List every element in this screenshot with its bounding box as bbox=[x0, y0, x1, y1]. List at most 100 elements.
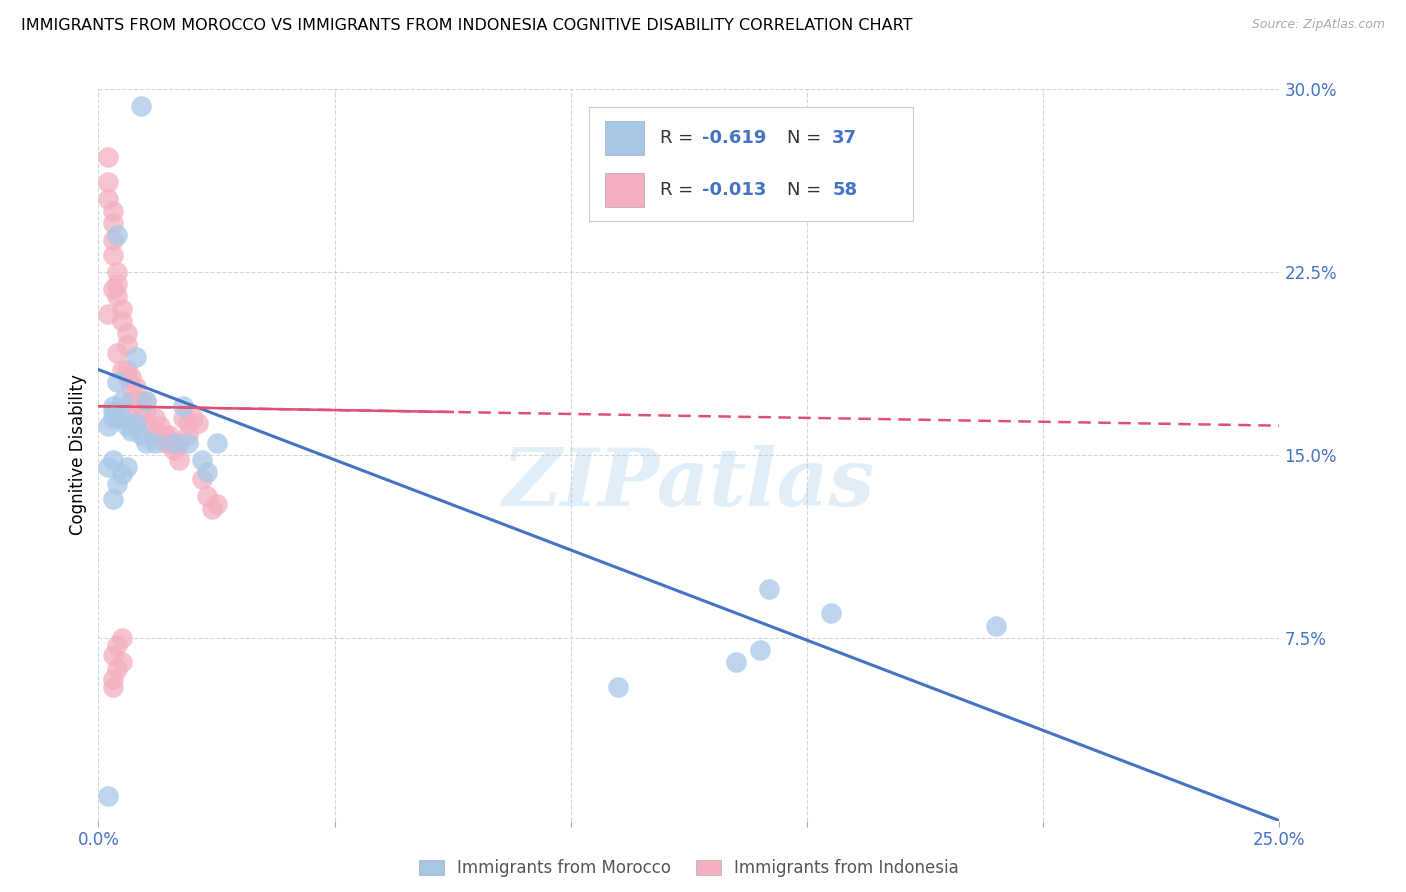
Point bbox=[111, 411, 134, 425]
Point bbox=[105, 265, 128, 279]
Point bbox=[748, 643, 770, 657]
Point bbox=[97, 175, 120, 189]
Point bbox=[163, 435, 186, 450]
Point bbox=[97, 151, 120, 165]
Point bbox=[101, 282, 124, 296]
Point bbox=[201, 501, 224, 516]
Point bbox=[607, 680, 630, 694]
Point bbox=[121, 411, 143, 425]
Point bbox=[163, 435, 186, 450]
Text: Source: ZipAtlas.com: Source: ZipAtlas.com bbox=[1251, 18, 1385, 31]
Point bbox=[105, 345, 128, 359]
Point bbox=[121, 424, 143, 438]
Point bbox=[181, 411, 204, 425]
Point bbox=[97, 418, 120, 433]
Point bbox=[121, 370, 143, 384]
Point bbox=[125, 394, 148, 409]
Point bbox=[105, 228, 128, 243]
Point bbox=[125, 416, 148, 430]
Point bbox=[111, 301, 134, 316]
Text: IMMIGRANTS FROM MOROCCO VS IMMIGRANTS FROM INDONESIA COGNITIVE DISABILITY CORREL: IMMIGRANTS FROM MOROCCO VS IMMIGRANTS FR… bbox=[21, 18, 912, 33]
Point bbox=[205, 497, 228, 511]
Point bbox=[187, 416, 209, 430]
Point bbox=[135, 435, 157, 450]
Point bbox=[121, 394, 143, 409]
Point bbox=[97, 789, 120, 804]
Point bbox=[97, 460, 120, 475]
Point bbox=[205, 435, 228, 450]
Point bbox=[167, 435, 190, 450]
Point bbox=[105, 663, 128, 677]
Point bbox=[111, 314, 134, 328]
Point bbox=[101, 452, 124, 467]
Point bbox=[163, 443, 186, 458]
Point bbox=[167, 452, 190, 467]
Point bbox=[172, 399, 194, 413]
Point bbox=[139, 418, 162, 433]
Point bbox=[101, 204, 124, 219]
Point bbox=[177, 428, 200, 442]
Point bbox=[195, 489, 218, 503]
Point bbox=[105, 289, 128, 303]
Point bbox=[129, 411, 152, 425]
Point bbox=[115, 338, 138, 352]
Point bbox=[143, 411, 166, 425]
Point bbox=[143, 435, 166, 450]
Point bbox=[172, 411, 194, 425]
Point bbox=[820, 607, 842, 621]
Point bbox=[111, 394, 134, 409]
Point bbox=[129, 99, 152, 113]
Point bbox=[101, 648, 124, 662]
Point bbox=[101, 399, 124, 413]
Point bbox=[191, 472, 214, 486]
Point bbox=[177, 435, 200, 450]
Point bbox=[115, 370, 138, 384]
Legend: Immigrants from Morocco, Immigrants from Indonesia: Immigrants from Morocco, Immigrants from… bbox=[411, 851, 967, 886]
Point bbox=[115, 460, 138, 475]
Point bbox=[153, 428, 176, 442]
Point bbox=[97, 306, 120, 320]
Point bbox=[101, 491, 124, 506]
Y-axis label: Cognitive Disability: Cognitive Disability bbox=[69, 375, 87, 535]
Point bbox=[115, 362, 138, 376]
Point bbox=[135, 394, 157, 409]
Point bbox=[101, 411, 124, 425]
Point bbox=[101, 216, 124, 230]
Point bbox=[101, 248, 124, 262]
Point bbox=[125, 379, 148, 393]
Point bbox=[157, 428, 180, 442]
Point bbox=[149, 418, 172, 433]
Point bbox=[153, 435, 176, 450]
Point bbox=[105, 477, 128, 491]
Point bbox=[143, 428, 166, 442]
Point bbox=[135, 394, 157, 409]
Point bbox=[105, 411, 128, 425]
Point bbox=[984, 618, 1007, 632]
Point bbox=[115, 418, 138, 433]
Point bbox=[725, 655, 748, 669]
Point bbox=[105, 277, 128, 292]
Text: ZIPatlas: ZIPatlas bbox=[503, 445, 875, 523]
Point bbox=[125, 351, 148, 365]
Point bbox=[191, 452, 214, 467]
Point bbox=[111, 467, 134, 482]
Point bbox=[101, 680, 124, 694]
Point bbox=[105, 638, 128, 652]
Point bbox=[101, 404, 124, 418]
Point bbox=[105, 375, 128, 389]
Point bbox=[135, 404, 157, 418]
Point bbox=[121, 379, 143, 393]
Point bbox=[758, 582, 780, 596]
Point bbox=[111, 631, 134, 645]
Point bbox=[111, 362, 134, 376]
Point bbox=[129, 394, 152, 409]
Point bbox=[157, 435, 180, 450]
Point bbox=[129, 428, 152, 442]
Point bbox=[101, 672, 124, 686]
Point bbox=[195, 465, 218, 479]
Point bbox=[111, 655, 134, 669]
Point bbox=[97, 192, 120, 206]
Point bbox=[115, 326, 138, 340]
Point bbox=[101, 233, 124, 247]
Point bbox=[177, 416, 200, 430]
